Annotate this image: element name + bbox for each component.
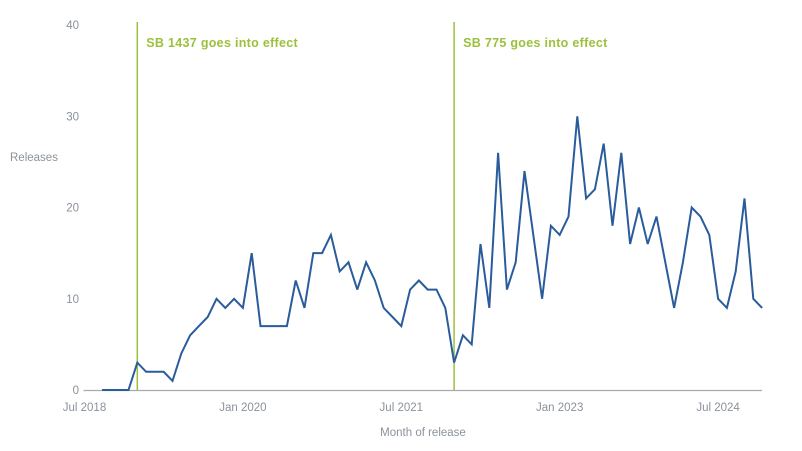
chart-generated-layer: 0 10 20 30 40 Jul 2018 Jan 2020 Jul 2021 Jan 202… bbox=[63, 20, 763, 414]
releases-series-line bbox=[102, 116, 763, 391]
y-axis-title: Releases bbox=[10, 152, 58, 164]
annotation-label-2: SB 775 goes into effect bbox=[463, 36, 608, 50]
x-tick-label: Jan 2023 bbox=[536, 402, 583, 414]
x-tick-label: Jul 2024 bbox=[696, 402, 740, 414]
x-tick-label: Jan 2020 bbox=[219, 402, 266, 414]
y-tick-label: 40 bbox=[66, 20, 79, 32]
y-tick-label: 10 bbox=[66, 294, 79, 306]
y-tick-label: 0 bbox=[73, 385, 79, 397]
x-tick-label: Jul 2021 bbox=[380, 402, 423, 414]
x-tick-label: Jul 2018 bbox=[63, 402, 106, 414]
y-tick-label: 30 bbox=[66, 111, 79, 123]
y-tick-label: 20 bbox=[66, 203, 79, 215]
annotation-label-1: SB 1437 goes into effect bbox=[146, 36, 298, 50]
x-axis-title: Month of release bbox=[380, 427, 466, 439]
